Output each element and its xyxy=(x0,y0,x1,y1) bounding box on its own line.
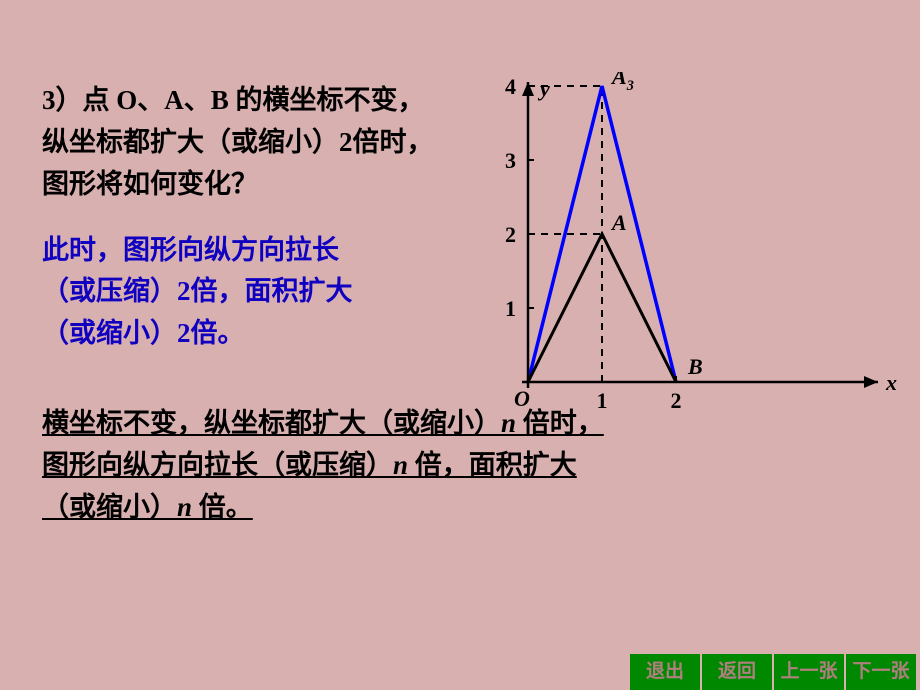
answer-line3: （或缩小）2倍。 xyxy=(42,318,245,348)
svg-text:y: y xyxy=(537,76,550,101)
question-line2: 纵坐标都扩大（或缩小）2倍时， xyxy=(42,127,434,157)
rule-seg1: 横坐标不变，纵坐标都扩大（或缩小） xyxy=(42,408,501,438)
answer-line1: 此时，图形向纵方向拉长 xyxy=(42,235,339,265)
rule-text: 横坐标不变，纵坐标都扩大（或缩小）n 倍时， 图形向纵方向拉长（或压缩）n 倍，… xyxy=(42,403,742,529)
svg-text:x: x xyxy=(885,370,897,395)
svg-text:B: B xyxy=(687,354,703,379)
answer-line2: （或压缩）2倍，面积扩大 xyxy=(42,276,353,306)
rule-n2: n xyxy=(393,450,408,480)
question-line3: 图形将如何变化？ xyxy=(42,169,258,199)
rule-seg2: 倍时， xyxy=(516,408,604,438)
rule-n1: n xyxy=(501,408,516,438)
rule-seg5: （或缩小） xyxy=(42,492,177,522)
nav-next-button[interactable]: 下一张 xyxy=(846,654,916,690)
svg-text:3: 3 xyxy=(505,148,516,173)
question-text: 3）点 O、A、B 的横坐标不变， 纵坐标都扩大（或缩小）2倍时， 图形将如何变… xyxy=(42,80,472,206)
svg-text:1: 1 xyxy=(597,388,608,412)
svg-text:O: O xyxy=(514,386,530,411)
nav-prev-button[interactable]: 上一张 xyxy=(774,654,844,690)
nav-bar: 退出 返回 上一张 下一张 xyxy=(630,654,916,690)
rule-n3: n xyxy=(177,492,192,522)
svg-text:1: 1 xyxy=(505,296,516,321)
rule-seg3: 图形向纵方向拉长（或压缩） xyxy=(42,450,393,480)
answer-text: 此时，图形向纵方向拉长 （或压缩）2倍，面积扩大 （或缩小）2倍。 xyxy=(42,230,472,356)
svg-text:2: 2 xyxy=(671,388,682,412)
svg-text:A3: A3 xyxy=(610,72,634,94)
rule-seg6: 倍。 xyxy=(192,492,253,522)
question-line1: 3）点 O、A、B 的横坐标不变， xyxy=(42,85,425,115)
rule-seg4: 倍，面积扩大 xyxy=(408,450,577,480)
svg-text:A: A xyxy=(610,210,627,235)
nav-back-button[interactable]: 返回 xyxy=(702,654,772,690)
svg-text:2: 2 xyxy=(505,222,516,247)
coordinate-chart: 1 2 3 4 1 2 Ox y A A3 B xyxy=(462,72,902,412)
nav-exit-button[interactable]: 退出 xyxy=(630,654,700,690)
svg-text:4: 4 xyxy=(505,74,516,99)
